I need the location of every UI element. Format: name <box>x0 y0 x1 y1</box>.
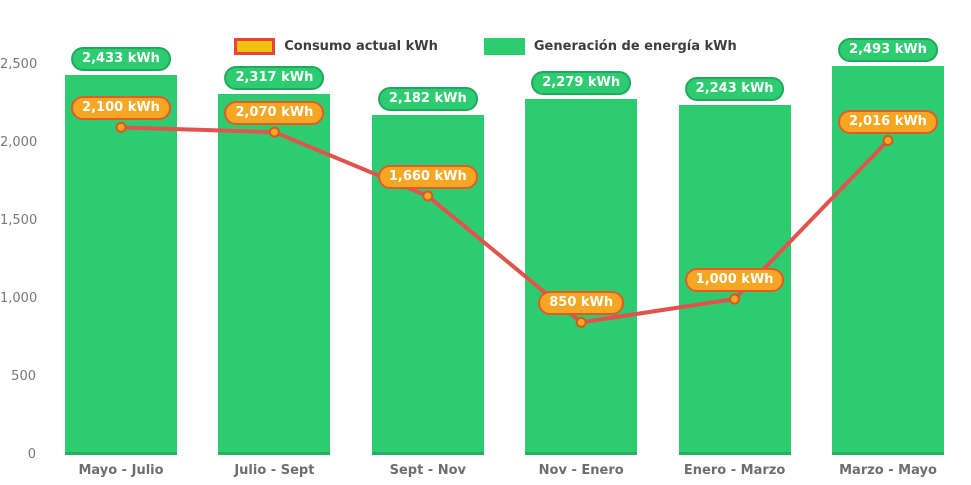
bar-value-badge: 2,243 kWh <box>684 77 785 102</box>
bar-value-badge: 2,433 kWh <box>71 47 171 72</box>
x-axis-label: Nov - Enero <box>538 463 624 478</box>
legend-item-generacion-energia[interactable]: Generación de energía kWh <box>483 38 737 55</box>
point-value-badge: 2,016 kWh <box>838 109 938 134</box>
point-value-badge: 1,000 kWh <box>684 268 785 292</box>
y-axis-label: 2,000 <box>0 135 38 150</box>
legend-item-consumo-actual[interactable]: Consumo actual kWh <box>234 38 438 55</box>
x-axis-label: Julio - Sept <box>234 463 315 478</box>
consumption-line <box>119 125 890 325</box>
point-value-badge: 2,070 kWh <box>224 101 325 126</box>
consumption-point[interactable] <box>115 121 127 133</box>
x-axis-label: Marzo - Mayo <box>839 463 937 478</box>
point-value-badge: 1,660 kWh <box>377 165 478 190</box>
legend-label-generacion-energia: Generación de energía kWh <box>533 39 737 54</box>
bar-value-badge: 2,493 kWh <box>838 38 938 63</box>
x-axis-label: Mayo - Julio <box>78 463 164 478</box>
consumption-point[interactable] <box>268 126 280 138</box>
bar-value-badge: 2,279 kWh <box>531 71 632 96</box>
bar-value-badge: 2,182 kWh <box>377 86 478 111</box>
y-axis-label: 1,000 <box>0 291 38 306</box>
consumption-point[interactable] <box>422 190 434 202</box>
consumo-actual-swatch-icon <box>234 38 276 55</box>
legend-label-consumo-actual: Consumo actual kWh <box>284 39 438 54</box>
chart-legend: Consumo actual kWh Generación de energía… <box>0 38 971 55</box>
generation-bar[interactable] <box>65 75 177 455</box>
consumption-point[interactable] <box>882 135 894 147</box>
point-value-badge: 850 kWh <box>538 291 625 316</box>
y-axis-label: 1,500 <box>0 213 38 228</box>
x-axis-label: Enero - Marzo <box>683 463 786 478</box>
consumption-point[interactable] <box>575 316 587 328</box>
bar-value-badge: 2,317 kWh <box>224 65 325 90</box>
generation-bar[interactable] <box>525 99 638 455</box>
point-value-badge: 2,100 kWh <box>71 96 171 121</box>
y-axis-label: 500 <box>11 369 36 384</box>
x-axis-label: Sept - Nov <box>389 463 467 478</box>
generacion-energia-swatch-icon <box>483 38 525 55</box>
y-axis-label: 2,500 <box>0 57 38 72</box>
generation-bar[interactable] <box>218 93 331 455</box>
consumption-point[interactable] <box>729 293 741 305</box>
y-axis-label: 0 <box>27 447 36 462</box>
